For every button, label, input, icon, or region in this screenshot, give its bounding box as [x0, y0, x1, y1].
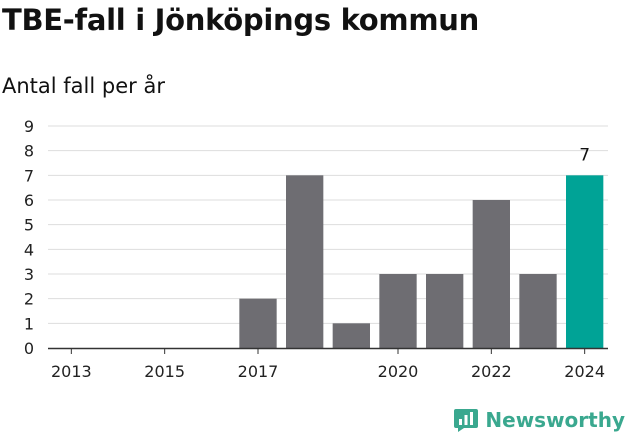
- highlight-value-label: 7: [579, 145, 590, 165]
- grid-lines: [48, 125, 608, 324]
- x-tick-label: 2022: [471, 362, 512, 381]
- bar-2021: [426, 274, 464, 348]
- x-tick-label: 2017: [238, 362, 279, 381]
- bar-2018: [286, 175, 324, 348]
- chart-title: TBE-fall i Jönköpings kommun: [2, 3, 479, 37]
- x-tick-label: 2024: [564, 362, 605, 381]
- y-tick-label: 4: [24, 240, 34, 259]
- bar-2017: [239, 298, 277, 348]
- bar-2019: [332, 323, 370, 348]
- bar-2023: [519, 274, 557, 348]
- data-labels: 7: [579, 145, 590, 165]
- x-tick-label: 2015: [144, 362, 185, 381]
- x-axis-ticks: 2013 2015 2017 2020 2022 2024: [51, 348, 605, 381]
- y-tick-label: 8: [24, 142, 34, 161]
- brand-name: Newsworthy: [485, 408, 625, 432]
- y-tick-label: 1: [24, 314, 34, 333]
- bars: [239, 175, 604, 348]
- y-tick-label: 3: [24, 265, 34, 284]
- bar-chart-speech-bubble-icon: [454, 409, 479, 432]
- x-tick-label: 2013: [51, 362, 92, 381]
- chart-subtitle: Antal fall per år: [2, 74, 165, 98]
- brand-logo: Newsworthy: [453, 407, 625, 433]
- y-tick-label: 5: [24, 216, 34, 235]
- y-tick-label: 0: [24, 339, 34, 358]
- y-tick-label: 7: [24, 166, 34, 185]
- y-axis-ticks: 0 1 2 3 4 5 6 7 8 9: [24, 117, 34, 358]
- x-tick-label: 2020: [378, 362, 419, 381]
- bar-2022: [472, 200, 510, 348]
- y-tick-label: 2: [24, 290, 34, 309]
- bar-2024: [566, 175, 604, 348]
- y-tick-label: 6: [24, 191, 34, 210]
- bar-2020: [379, 274, 417, 348]
- y-tick-label: 9: [24, 117, 34, 136]
